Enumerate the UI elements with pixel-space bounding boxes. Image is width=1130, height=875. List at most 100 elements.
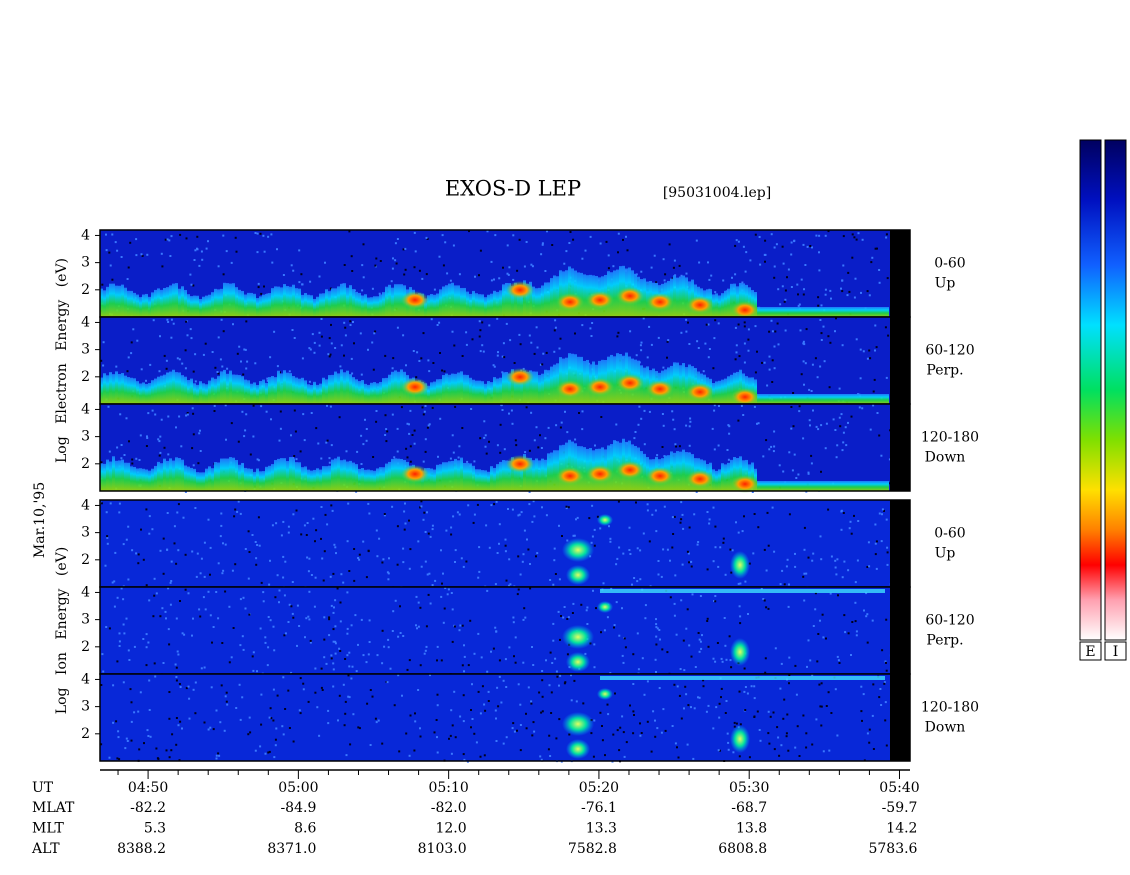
noise bbox=[750, 685, 753, 688]
noise bbox=[872, 390, 875, 393]
energy-band bbox=[331, 459, 334, 491]
noise bbox=[707, 645, 710, 648]
noise bbox=[820, 304, 823, 307]
noise bbox=[334, 625, 337, 628]
energy-band bbox=[370, 382, 373, 404]
noise bbox=[135, 238, 138, 241]
noise bbox=[628, 526, 631, 529]
energy-band bbox=[838, 481, 841, 491]
noise bbox=[246, 360, 249, 363]
noise bbox=[794, 746, 797, 749]
energy-band bbox=[241, 462, 244, 491]
noise bbox=[270, 717, 273, 720]
noise bbox=[695, 490, 698, 493]
energy-band bbox=[313, 298, 316, 317]
energy-band bbox=[865, 481, 868, 491]
energy-band bbox=[469, 463, 472, 491]
noise bbox=[492, 647, 495, 650]
noise bbox=[358, 553, 361, 556]
noise bbox=[805, 572, 808, 575]
noise bbox=[262, 591, 265, 594]
noise bbox=[762, 598, 765, 600]
spectrogram bbox=[100, 500, 892, 589]
noise bbox=[290, 264, 293, 267]
noise bbox=[108, 450, 111, 453]
noise bbox=[349, 320, 352, 323]
noise bbox=[194, 681, 197, 684]
energy-band bbox=[730, 459, 733, 491]
energy-band bbox=[763, 481, 766, 491]
energy-band bbox=[310, 295, 313, 317]
noise bbox=[318, 275, 321, 278]
noise bbox=[553, 350, 556, 353]
noise bbox=[502, 742, 505, 745]
energy-band bbox=[229, 457, 232, 491]
noise bbox=[138, 748, 141, 751]
noise bbox=[728, 432, 731, 435]
noise bbox=[522, 661, 525, 664]
hot-spot bbox=[401, 291, 429, 309]
noise bbox=[508, 558, 511, 561]
noise bbox=[814, 357, 817, 360]
noise bbox=[538, 691, 541, 694]
noise bbox=[327, 722, 330, 725]
noise bbox=[329, 575, 332, 578]
noise bbox=[191, 634, 193, 637]
energy-band bbox=[199, 381, 202, 404]
noise bbox=[234, 563, 237, 566]
energy-band bbox=[523, 280, 526, 317]
noise bbox=[815, 718, 818, 721]
energy-band bbox=[319, 383, 322, 404]
energy-band bbox=[187, 294, 190, 317]
noise bbox=[225, 691, 228, 694]
energy-band bbox=[121, 284, 124, 317]
energy-band bbox=[826, 394, 829, 404]
noise bbox=[362, 654, 365, 657]
energy-band bbox=[439, 289, 442, 317]
hot-spot bbox=[556, 467, 584, 485]
noise bbox=[169, 581, 172, 584]
energy-band bbox=[847, 307, 850, 317]
noise bbox=[267, 646, 270, 649]
noise bbox=[404, 522, 407, 525]
noise bbox=[732, 751, 735, 754]
noise bbox=[408, 519, 410, 522]
noise bbox=[792, 425, 795, 428]
noise bbox=[868, 349, 871, 352]
noise bbox=[541, 243, 544, 246]
energy-band bbox=[430, 382, 433, 404]
noise bbox=[767, 710, 770, 713]
energy-band bbox=[841, 394, 844, 404]
noise bbox=[383, 513, 386, 515]
energy-band bbox=[529, 457, 532, 491]
colorbar bbox=[1079, 139, 1102, 641]
noise bbox=[298, 625, 301, 627]
noise bbox=[142, 638, 145, 640]
noise bbox=[320, 667, 323, 670]
noise bbox=[130, 701, 133, 704]
noise bbox=[814, 608, 817, 611]
noise bbox=[681, 563, 684, 566]
energy-band bbox=[244, 294, 247, 317]
energy-band bbox=[448, 374, 451, 404]
energy-band bbox=[610, 272, 613, 317]
noise bbox=[362, 243, 365, 246]
noise bbox=[820, 705, 823, 708]
noise bbox=[233, 515, 236, 518]
noise bbox=[185, 237, 188, 240]
noise bbox=[281, 725, 284, 728]
noise bbox=[436, 693, 439, 696]
noise bbox=[774, 647, 777, 650]
noise bbox=[288, 603, 291, 606]
energy-band bbox=[349, 285, 352, 317]
noise bbox=[568, 733, 571, 736]
noise bbox=[473, 513, 476, 516]
noise bbox=[244, 348, 247, 351]
noise bbox=[118, 645, 121, 647]
noise bbox=[547, 748, 550, 751]
noise bbox=[129, 688, 132, 691]
noise bbox=[699, 595, 702, 597]
energy-band bbox=[427, 295, 430, 317]
energy-band bbox=[853, 307, 856, 317]
noise bbox=[858, 406, 861, 409]
